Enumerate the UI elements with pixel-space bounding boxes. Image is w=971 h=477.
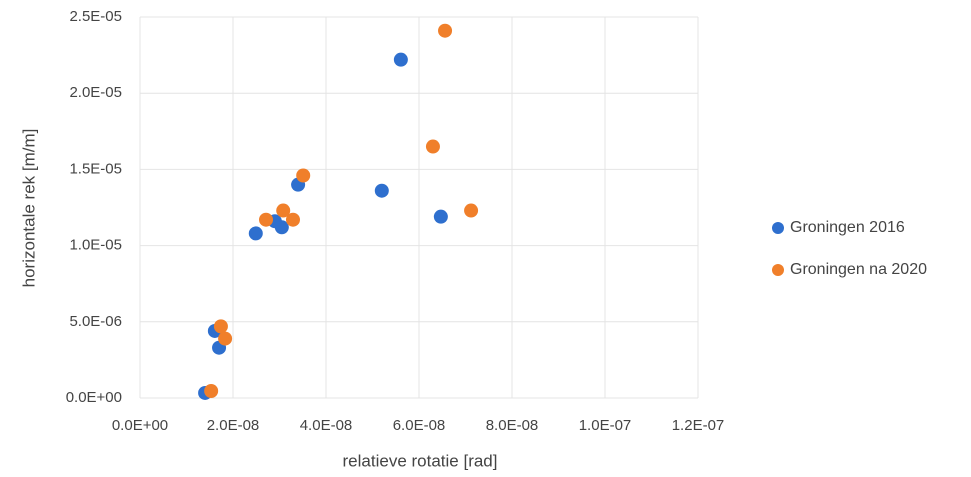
point: [285, 212, 300, 227]
y-tick-label: 1.0E-05: [69, 237, 122, 254]
point: [276, 203, 291, 218]
point: [393, 52, 408, 67]
x-tick-label: 1.0E-07: [579, 417, 632, 434]
point: [433, 209, 448, 224]
y-tick-label: 1.5E-05: [69, 160, 122, 177]
legend-marker: [772, 222, 784, 234]
x-tick-label: 4.0E-08: [300, 417, 353, 434]
point: [218, 331, 233, 346]
y-tick-label: 2.0E-05: [69, 84, 122, 101]
legend-marker: [772, 264, 784, 276]
point: [213, 319, 228, 334]
point: [374, 183, 389, 198]
point: [274, 220, 289, 235]
x-tick-label: 1.2E-07: [672, 417, 725, 434]
point: [259, 212, 274, 227]
y-tick-label: 0.0E+00: [66, 389, 122, 406]
point: [204, 383, 219, 398]
y-axis-label: horizontale rek [m/m]: [19, 129, 38, 288]
legend-label: Groningen 2016: [790, 219, 905, 236]
x-axis-label: relatieve rotatie [rad]: [343, 451, 498, 470]
x-tick-label: 0.0E+00: [112, 417, 168, 434]
point: [296, 168, 311, 183]
point: [464, 203, 479, 218]
y-tick-label: 2.5E-05: [69, 8, 122, 25]
point: [438, 23, 453, 38]
x-tick-label: 8.0E-08: [486, 417, 539, 434]
point: [248, 226, 263, 241]
y-tick-label: 5.0E-06: [69, 313, 122, 330]
point: [425, 139, 440, 154]
legend-label: Groningen na 2020: [790, 261, 927, 278]
x-tick-label: 2.0E-08: [207, 417, 260, 434]
x-tick-label: 6.0E-08: [393, 417, 446, 434]
